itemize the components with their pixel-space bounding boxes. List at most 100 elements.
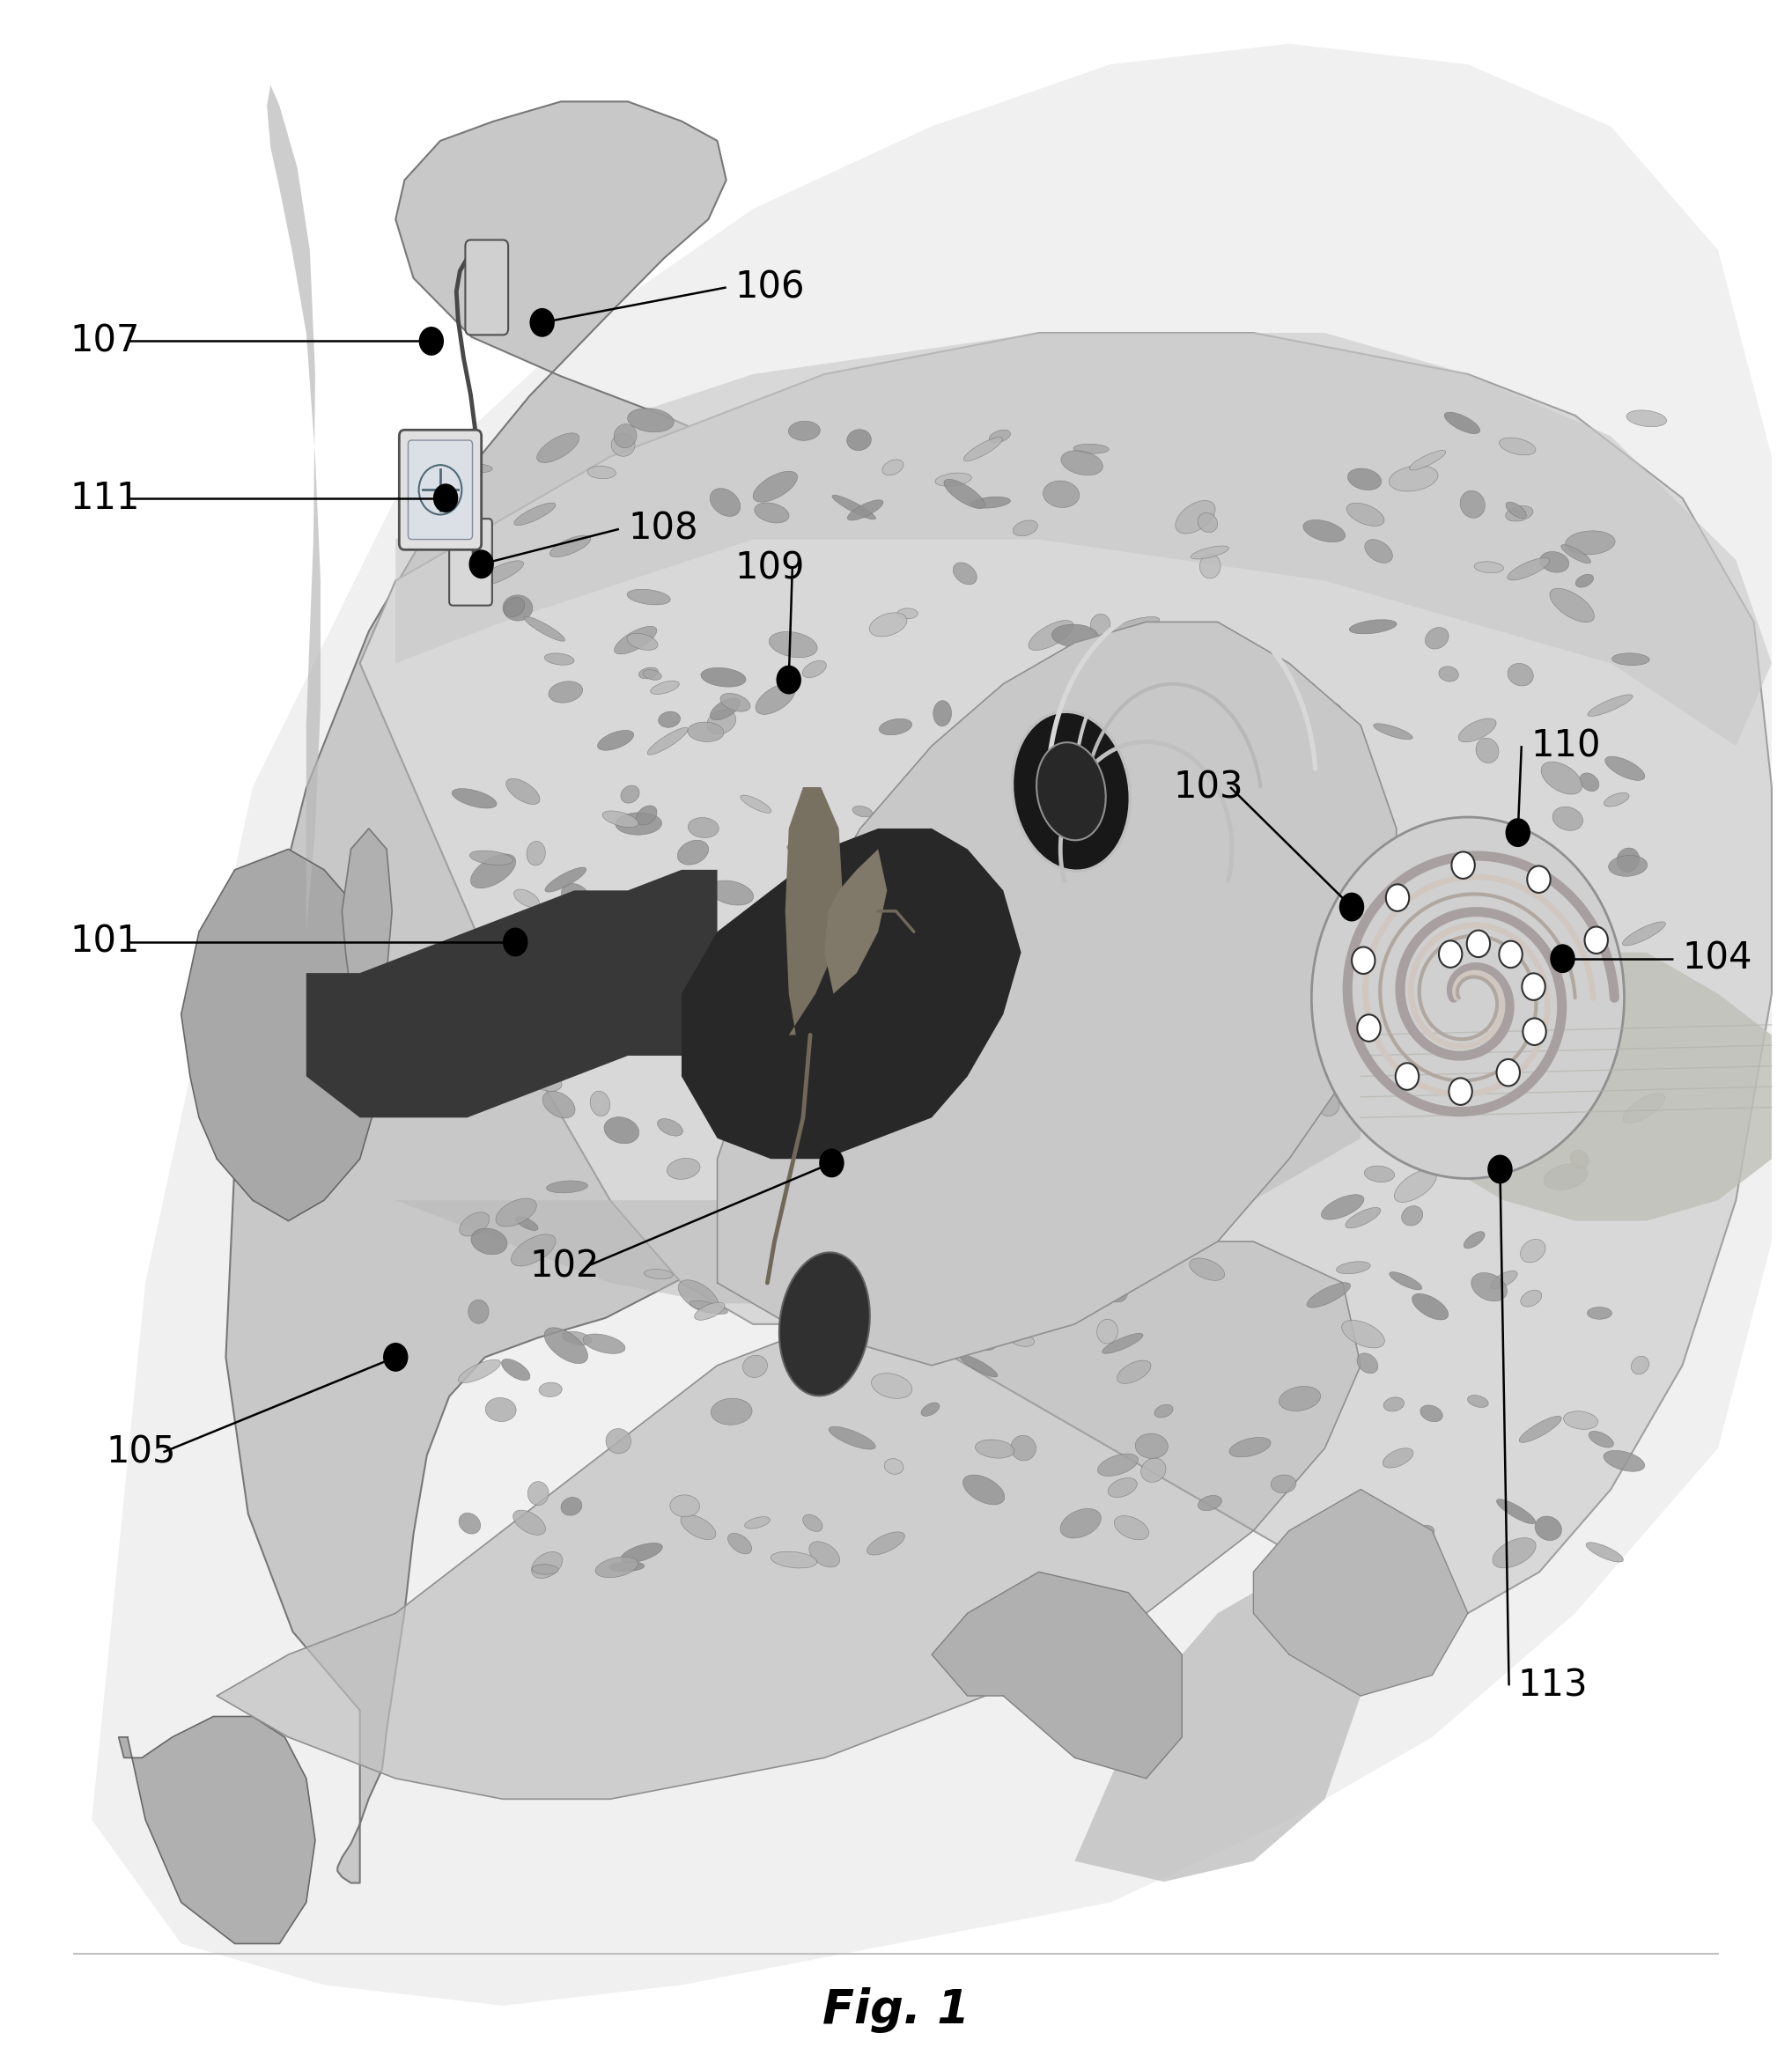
Ellipse shape: [1043, 480, 1079, 507]
Polygon shape: [396, 1076, 1360, 1304]
Circle shape: [1584, 927, 1607, 954]
Ellipse shape: [1400, 1078, 1435, 1093]
Ellipse shape: [1581, 971, 1611, 981]
Ellipse shape: [1348, 468, 1382, 491]
Ellipse shape: [1048, 1176, 1070, 1196]
Circle shape: [1439, 940, 1462, 967]
Ellipse shape: [1036, 743, 1106, 840]
Ellipse shape: [1581, 772, 1598, 791]
Ellipse shape: [563, 1331, 591, 1346]
Ellipse shape: [840, 905, 876, 927]
Ellipse shape: [643, 671, 661, 679]
Circle shape: [434, 484, 459, 513]
Ellipse shape: [831, 903, 851, 927]
Ellipse shape: [643, 1269, 674, 1279]
Circle shape: [1351, 946, 1374, 973]
Ellipse shape: [1011, 1333, 1034, 1346]
Polygon shape: [360, 333, 1772, 1613]
Ellipse shape: [1012, 712, 1131, 871]
Ellipse shape: [1550, 588, 1595, 623]
Ellipse shape: [627, 408, 674, 433]
Ellipse shape: [1014, 909, 1036, 925]
Text: 103: 103: [1174, 768, 1244, 805]
Ellipse shape: [1136, 1435, 1168, 1459]
Ellipse shape: [514, 890, 539, 907]
Ellipse shape: [871, 1372, 912, 1399]
Ellipse shape: [1570, 1151, 1590, 1170]
Ellipse shape: [953, 563, 977, 584]
Polygon shape: [181, 849, 378, 1221]
Ellipse shape: [1564, 1412, 1598, 1428]
Text: 111: 111: [70, 480, 140, 518]
Ellipse shape: [803, 660, 826, 677]
Ellipse shape: [543, 1091, 575, 1118]
Ellipse shape: [548, 681, 582, 702]
Ellipse shape: [720, 1076, 740, 1097]
Ellipse shape: [1460, 491, 1486, 518]
Ellipse shape: [695, 1302, 724, 1321]
Ellipse shape: [1073, 443, 1109, 453]
Circle shape: [1496, 1060, 1520, 1087]
Circle shape: [1339, 892, 1364, 921]
Ellipse shape: [615, 814, 661, 834]
Ellipse shape: [1357, 1354, 1378, 1372]
Ellipse shape: [966, 1325, 996, 1350]
Ellipse shape: [658, 1118, 683, 1136]
Ellipse shape: [1125, 942, 1149, 963]
Ellipse shape: [1609, 855, 1647, 876]
Ellipse shape: [547, 1180, 588, 1192]
Ellipse shape: [1199, 807, 1240, 820]
Ellipse shape: [1256, 1136, 1278, 1155]
Ellipse shape: [1050, 1250, 1081, 1277]
Ellipse shape: [1421, 1406, 1443, 1422]
Ellipse shape: [1616, 849, 1640, 871]
Text: 105: 105: [106, 1435, 176, 1470]
Ellipse shape: [1229, 1437, 1271, 1457]
Polygon shape: [396, 333, 1772, 745]
FancyBboxPatch shape: [409, 441, 473, 540]
Ellipse shape: [753, 472, 797, 503]
Ellipse shape: [513, 1511, 545, 1536]
Ellipse shape: [1274, 1014, 1294, 1029]
Ellipse shape: [1364, 1524, 1410, 1548]
Ellipse shape: [1364, 1165, 1394, 1182]
Ellipse shape: [1353, 1503, 1385, 1515]
Polygon shape: [1253, 1488, 1468, 1695]
Ellipse shape: [470, 851, 513, 865]
Ellipse shape: [1030, 768, 1057, 789]
Polygon shape: [91, 43, 1772, 2006]
Ellipse shape: [966, 954, 1009, 969]
Ellipse shape: [808, 1542, 840, 1567]
Ellipse shape: [848, 501, 883, 520]
Ellipse shape: [459, 1513, 480, 1534]
Ellipse shape: [1149, 834, 1177, 847]
Text: 104: 104: [1683, 940, 1753, 977]
Ellipse shape: [710, 880, 753, 905]
Ellipse shape: [1317, 770, 1348, 793]
Ellipse shape: [688, 722, 724, 741]
Ellipse shape: [514, 503, 556, 526]
Ellipse shape: [1197, 1495, 1222, 1511]
Ellipse shape: [710, 489, 740, 515]
Ellipse shape: [1142, 1203, 1186, 1221]
Ellipse shape: [1176, 501, 1215, 534]
Ellipse shape: [882, 460, 903, 476]
Ellipse shape: [1102, 1333, 1143, 1354]
Ellipse shape: [842, 929, 867, 954]
Circle shape: [470, 551, 495, 580]
Ellipse shape: [615, 627, 656, 654]
Ellipse shape: [805, 1027, 837, 1049]
Ellipse shape: [926, 1031, 955, 1056]
Ellipse shape: [849, 1002, 882, 1023]
Polygon shape: [217, 1242, 1360, 1799]
Ellipse shape: [1505, 501, 1527, 518]
Ellipse shape: [539, 1383, 563, 1397]
Circle shape: [1357, 1014, 1380, 1041]
Ellipse shape: [532, 1552, 563, 1577]
Ellipse shape: [511, 1234, 556, 1267]
Polygon shape: [717, 621, 1396, 1366]
Text: 109: 109: [735, 551, 805, 586]
Ellipse shape: [647, 727, 688, 756]
Ellipse shape: [1500, 437, 1536, 455]
Ellipse shape: [1107, 1478, 1138, 1497]
